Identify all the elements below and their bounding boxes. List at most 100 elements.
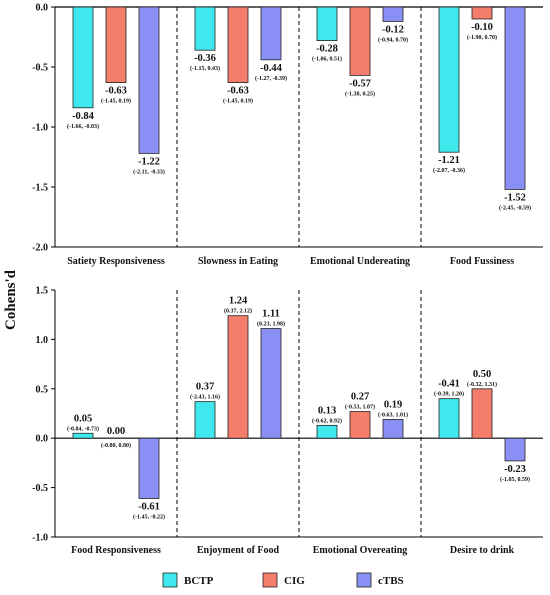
data-label: 1.24	[229, 296, 248, 307]
ci-label: (-1.45, -0.22)	[133, 513, 165, 520]
bar-cig	[471, 388, 493, 439]
bar-cig	[105, 6, 127, 83]
y-axis-label: Cohens'd	[3, 269, 19, 330]
y-tick-label: -1.0	[32, 533, 48, 544]
data-label: -0.12	[382, 24, 404, 35]
bar-ctbs	[138, 437, 160, 499]
y-tick-label: -1.5	[32, 183, 48, 194]
bar-bctp	[72, 432, 94, 439]
category-label: Food Responsiveness	[71, 545, 161, 556]
ci-label: (-0.63, 1.01)	[378, 411, 408, 418]
legend-label: cTBS	[378, 575, 404, 587]
data-label: -1.22	[138, 156, 160, 167]
y-tick-label: -2.0	[32, 243, 48, 254]
bar-cig	[349, 6, 371, 76]
bar-cig	[227, 315, 249, 439]
data-label: -0.10	[471, 22, 493, 33]
data-label: -1.21	[438, 155, 460, 166]
legend-swatch-cig	[262, 572, 278, 588]
ci-label: (-1.27, -0.39)	[255, 75, 287, 82]
data-label: 0.27	[351, 392, 369, 403]
category-label: Food Fussiness	[450, 256, 514, 267]
ci-label: (-0.84, -0.73)	[67, 425, 99, 432]
ci-label: (0.37, 2.12)	[224, 308, 252, 315]
ci-label: (-1.45, 0.19)	[223, 98, 253, 105]
chart-panels: 0.0 -0.5 -1.0 -1.5 -2.0 Satiety Responsivenes…	[32, 3, 543, 556]
bar-ctbs	[504, 6, 526, 190]
category-label: Emotional Overeating	[313, 545, 408, 556]
panel-2: 1.5 1.0 0.5 0.0 -0.5 -1.0 Food Responsiveness 0…	[32, 286, 543, 556]
bar-cig	[227, 6, 249, 83]
bar-ctbs	[260, 328, 282, 439]
bar-bctp	[316, 6, 338, 41]
legend-swatch-ctbs	[356, 572, 372, 588]
y-tick-label: 0.0	[36, 434, 49, 445]
ci-label: (-0.39, 1.20)	[434, 391, 464, 398]
data-label: -0.41	[438, 379, 460, 390]
category-label: Enjoyment of Food	[197, 545, 280, 556]
bar-bctp	[194, 6, 216, 51]
data-label: -0.44	[260, 63, 283, 74]
bar-bctp	[438, 398, 460, 439]
data-label: -0.63	[105, 86, 127, 97]
data-label: -0.61	[138, 501, 160, 512]
ci-label: (-0.80, 0.80)	[101, 442, 131, 449]
category-label: Desire to drink	[450, 545, 515, 556]
legend-label: CIG	[284, 575, 305, 587]
ci-label: (-1.66, -0.03)	[67, 123, 99, 130]
y-tick-label: -0.5	[32, 63, 48, 74]
data-label: -0.63	[227, 86, 249, 97]
panel-1: 0.0 -0.5 -1.0 -1.5 -2.0 Satiety Responsivenes…	[32, 3, 543, 267]
ci-label: (-0.94, 0.70)	[378, 36, 408, 43]
y-tick-label: 0.5	[36, 384, 49, 395]
data-label: 0.00	[107, 426, 125, 437]
data-label: 0.13	[318, 405, 336, 416]
bar-ctbs	[504, 437, 526, 462]
bar-ctbs	[382, 419, 404, 439]
y-tick-label: 1.5	[36, 286, 49, 297]
data-label: -0.28	[316, 44, 338, 55]
category-label: Emotional Undereating	[310, 256, 410, 267]
y-tick-label: -1.0	[32, 123, 48, 134]
data-label: 0.50	[473, 369, 491, 380]
data-label: -0.57	[349, 78, 371, 89]
ci-label: (0.23, 1.98)	[257, 321, 285, 328]
bar-ctbs	[138, 6, 160, 154]
ci-label: (-0.53, 1.07)	[345, 404, 375, 411]
data-label: 0.19	[384, 399, 402, 410]
ci-label: (-1.45, 0.19)	[101, 98, 131, 105]
y-tick-label: -0.5	[32, 483, 48, 494]
ci-label: (-2.45, -0.59)	[499, 204, 531, 211]
ci-label: (-1.38, 0.25)	[345, 90, 375, 97]
data-label: 0.05	[74, 413, 92, 424]
bar-cig	[349, 411, 371, 439]
data-label: -1.52	[504, 192, 526, 203]
ci-label: (-2.43, 1.16)	[190, 394, 220, 401]
data-label: -0.84	[72, 111, 95, 122]
bar-ctbs	[260, 6, 282, 61]
data-label: 0.37	[196, 382, 214, 393]
y-tick-label: 1.0	[36, 335, 49, 346]
legend-label: BCTP	[184, 575, 214, 587]
legend-swatch-bctp	[162, 572, 178, 588]
ci-label: (-1.06, 0.51)	[312, 56, 342, 63]
ci-label: (-1.05, 0.59)	[500, 476, 530, 483]
category-label: Satiety Responsiveness	[67, 256, 165, 267]
ci-label: (-0.32, 1.31)	[467, 381, 497, 388]
ci-label: (-2.11, -0.33)	[133, 168, 165, 175]
bar-bctp	[194, 401, 216, 439]
data-label: 1.11	[262, 309, 280, 320]
y-tick-label: 0.0	[36, 3, 49, 14]
legend: BCTP CIG cTBS	[162, 572, 404, 588]
ci-label: (-2.07, -0.36)	[433, 167, 465, 174]
data-label: -0.23	[504, 464, 526, 475]
bar-bctp	[438, 6, 460, 153]
bar-bctp	[316, 424, 338, 439]
bar-cig	[471, 6, 493, 20]
category-label: Slowness in Eating	[198, 256, 278, 267]
ci-label: (-0.62, 0.92)	[312, 417, 342, 424]
ci-label: (-1.90, 0.70)	[467, 34, 497, 41]
data-label: -0.36	[194, 53, 216, 64]
bar-bctp	[72, 6, 94, 109]
